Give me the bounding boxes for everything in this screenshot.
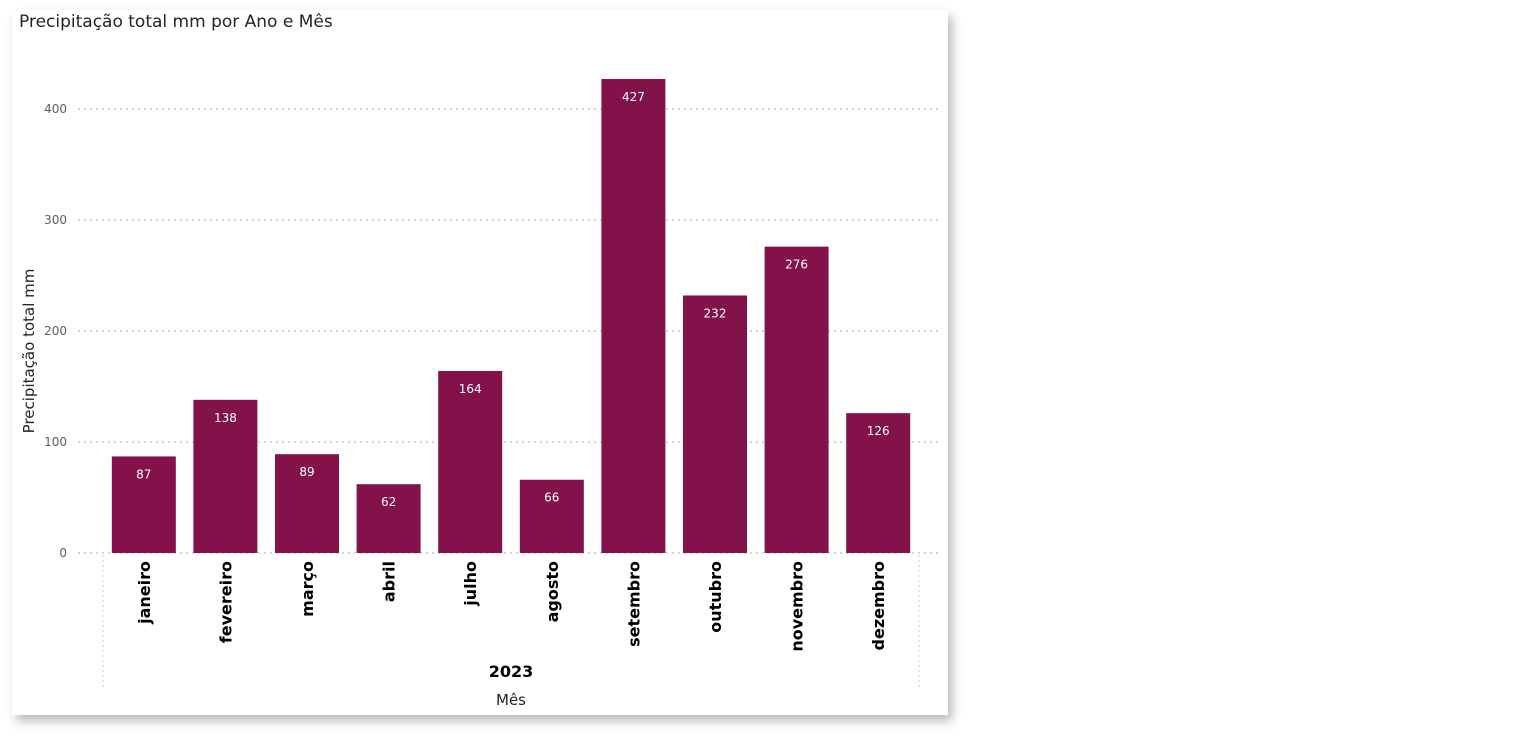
year-group-label: 2023 <box>489 662 534 681</box>
chart-title: Precipitação total mm por Ano e Mês <box>19 12 333 32</box>
bar-agosto[interactable] <box>519 479 584 553</box>
labels: 0 100 200 300 400 87 janeiro 138 fevereiro 89 març… <box>20 90 890 709</box>
bar-fevereiro[interactable] <box>193 399 258 553</box>
y-tick-label: 0 <box>59 546 67 560</box>
y-tick-label: 200 <box>44 324 67 338</box>
x-tick-label: abril <box>380 561 399 602</box>
bar-março[interactable] <box>275 454 339 553</box>
data-label: 62 <box>381 495 396 509</box>
bar-julho[interactable] <box>438 370 503 553</box>
x-tick-label: agosto <box>543 561 562 622</box>
bars <box>111 79 911 553</box>
x-tick-label: janeiro <box>135 561 154 625</box>
x-tick-label: fevereiro <box>216 561 235 643</box>
data-label: 232 <box>704 306 727 320</box>
data-label: 66 <box>544 491 559 505</box>
data-label: 164 <box>459 382 482 396</box>
x-tick-label: julho <box>461 561 480 607</box>
bar-chart: 0 100 200 300 400 87 janeiro 138 fevereiro 89 març… <box>20 79 940 709</box>
y-axis-title: Precipitação total mm <box>20 269 38 434</box>
y-tick-label: 100 <box>44 435 67 449</box>
data-label: 89 <box>299 465 314 479</box>
data-label: 138 <box>214 411 237 425</box>
x-tick-label: dezembro <box>869 561 888 650</box>
data-label: 126 <box>867 424 890 438</box>
data-label: 276 <box>785 258 808 272</box>
y-tick-label: 300 <box>44 213 67 227</box>
bar-outubro[interactable] <box>683 295 747 553</box>
x-tick-label: novembro <box>788 561 807 652</box>
bar-dezembro[interactable] <box>846 413 911 553</box>
data-label: 87 <box>136 467 151 481</box>
y-tick-label: 400 <box>44 102 67 116</box>
chart-card: Precipitação total mm por Ano e Mês 0 100… <box>12 10 948 715</box>
x-axis-title: Mês <box>496 691 526 709</box>
bar-novembro[interactable] <box>764 246 829 553</box>
x-tick-label: setembro <box>624 561 643 647</box>
gridlines <box>78 108 940 688</box>
bar-abril[interactable] <box>356 484 421 553</box>
data-label: 427 <box>622 90 645 104</box>
bar-janeiro[interactable] <box>111 456 176 553</box>
x-tick-label: outubro <box>706 561 725 633</box>
x-tick-label: março <box>298 561 317 617</box>
bar-setembro[interactable] <box>601 79 666 553</box>
